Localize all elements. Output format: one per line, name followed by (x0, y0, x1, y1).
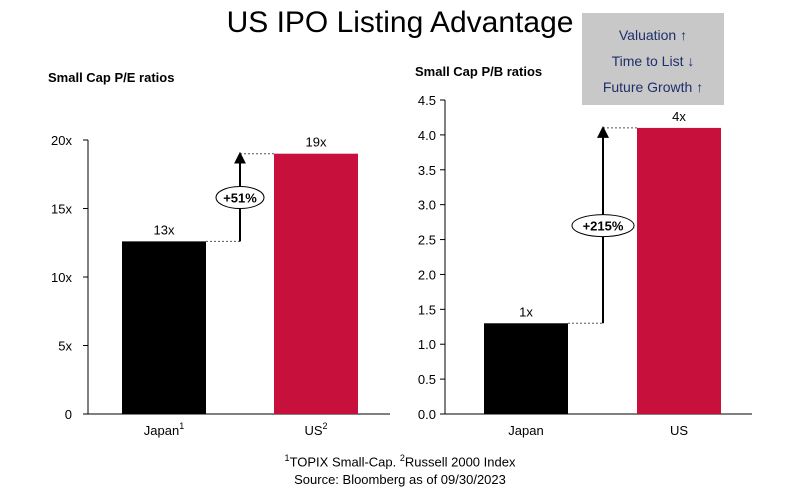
footnote-line-1: 1TOPIX Small-Cap. 2Russell 2000 Index (0, 449, 800, 471)
data-label: 13x (154, 222, 175, 237)
category-label: US2 (304, 421, 327, 438)
annotation-label: +51% (223, 191, 257, 206)
category-name: US (304, 423, 322, 438)
arrow-up-icon: ↑ (680, 27, 688, 43)
legend-label: Future Growth (602, 79, 693, 95)
data-label: 4x (672, 109, 686, 124)
data-label: 19x (306, 135, 327, 150)
y-tick-label: 3.5 (418, 163, 436, 178)
footnote-sup-2: 2 (399, 453, 405, 463)
y-tick-label: 2.5 (418, 233, 436, 248)
legend-label: Time to List (611, 53, 684, 69)
arrow-up-icon: ↑ (696, 79, 704, 95)
bar-japan (484, 323, 568, 414)
legend-item-time-to-list: Time to List ↓ (582, 48, 724, 74)
annotation-label: +215% (583, 219, 624, 234)
annotation-ellipse (571, 214, 635, 238)
y-tick-label: 20x (51, 133, 72, 148)
bar-us (274, 153, 358, 414)
category-name: US (670, 423, 688, 438)
y-tick-label: 4.0 (418, 128, 436, 143)
legend-box: Valuation ↑ Time to List ↓ Future Growth… (582, 13, 724, 105)
category-superscript: 2 (323, 421, 328, 431)
y-tick-label: 1.5 (418, 302, 436, 317)
chart-subtitle: Small Cap P/B ratios (415, 64, 542, 79)
legend-label: Valuation (618, 27, 677, 43)
y-tick-label: 2.0 (418, 267, 436, 282)
category-label: US (670, 423, 688, 438)
footnote-sup-1: 1 (284, 453, 290, 463)
y-tick-label: 10x (51, 270, 72, 285)
annotation-ellipse (215, 186, 265, 210)
bar-us (637, 127, 721, 415)
footnote-source: Source: Bloomberg as of 09/30/2023 (294, 472, 506, 488)
y-tick-label: 5x (58, 339, 72, 354)
chart-subtitle: Small Cap P/E ratios (48, 70, 174, 85)
y-tick-label: 0 (65, 407, 72, 422)
data-label: 1x (519, 304, 533, 319)
footnote-text-2: Russell 2000 Index (404, 454, 516, 470)
bar-japan (122, 241, 206, 414)
category-superscript: 1 (179, 421, 184, 431)
category-label: Japan (508, 423, 543, 438)
category-name: Japan (508, 423, 543, 438)
y-tick-label: 0.0 (418, 407, 436, 422)
arrow-down-icon: ↓ (687, 53, 695, 69)
y-tick-label: 3.0 (418, 198, 436, 213)
y-tick-label: 4.5 (418, 93, 436, 108)
page-title: US IPO Listing Advantage (226, 6, 574, 39)
y-tick-label: 1.0 (418, 337, 436, 352)
category-name: Japan (144, 423, 179, 438)
y-tick-label: 0.5 (418, 372, 436, 387)
legend-item-valuation: Valuation ↑ (582, 22, 724, 48)
footnote: 1TOPIX Small-Cap. 2Russell 2000 Index So… (0, 449, 800, 489)
y-tick-label: 15x (51, 202, 72, 217)
legend-item-future-growth: Future Growth ↑ (582, 74, 724, 100)
category-label: Japan1 (144, 421, 184, 438)
footnote-text-1: TOPIX Small-Cap. (289, 454, 400, 470)
